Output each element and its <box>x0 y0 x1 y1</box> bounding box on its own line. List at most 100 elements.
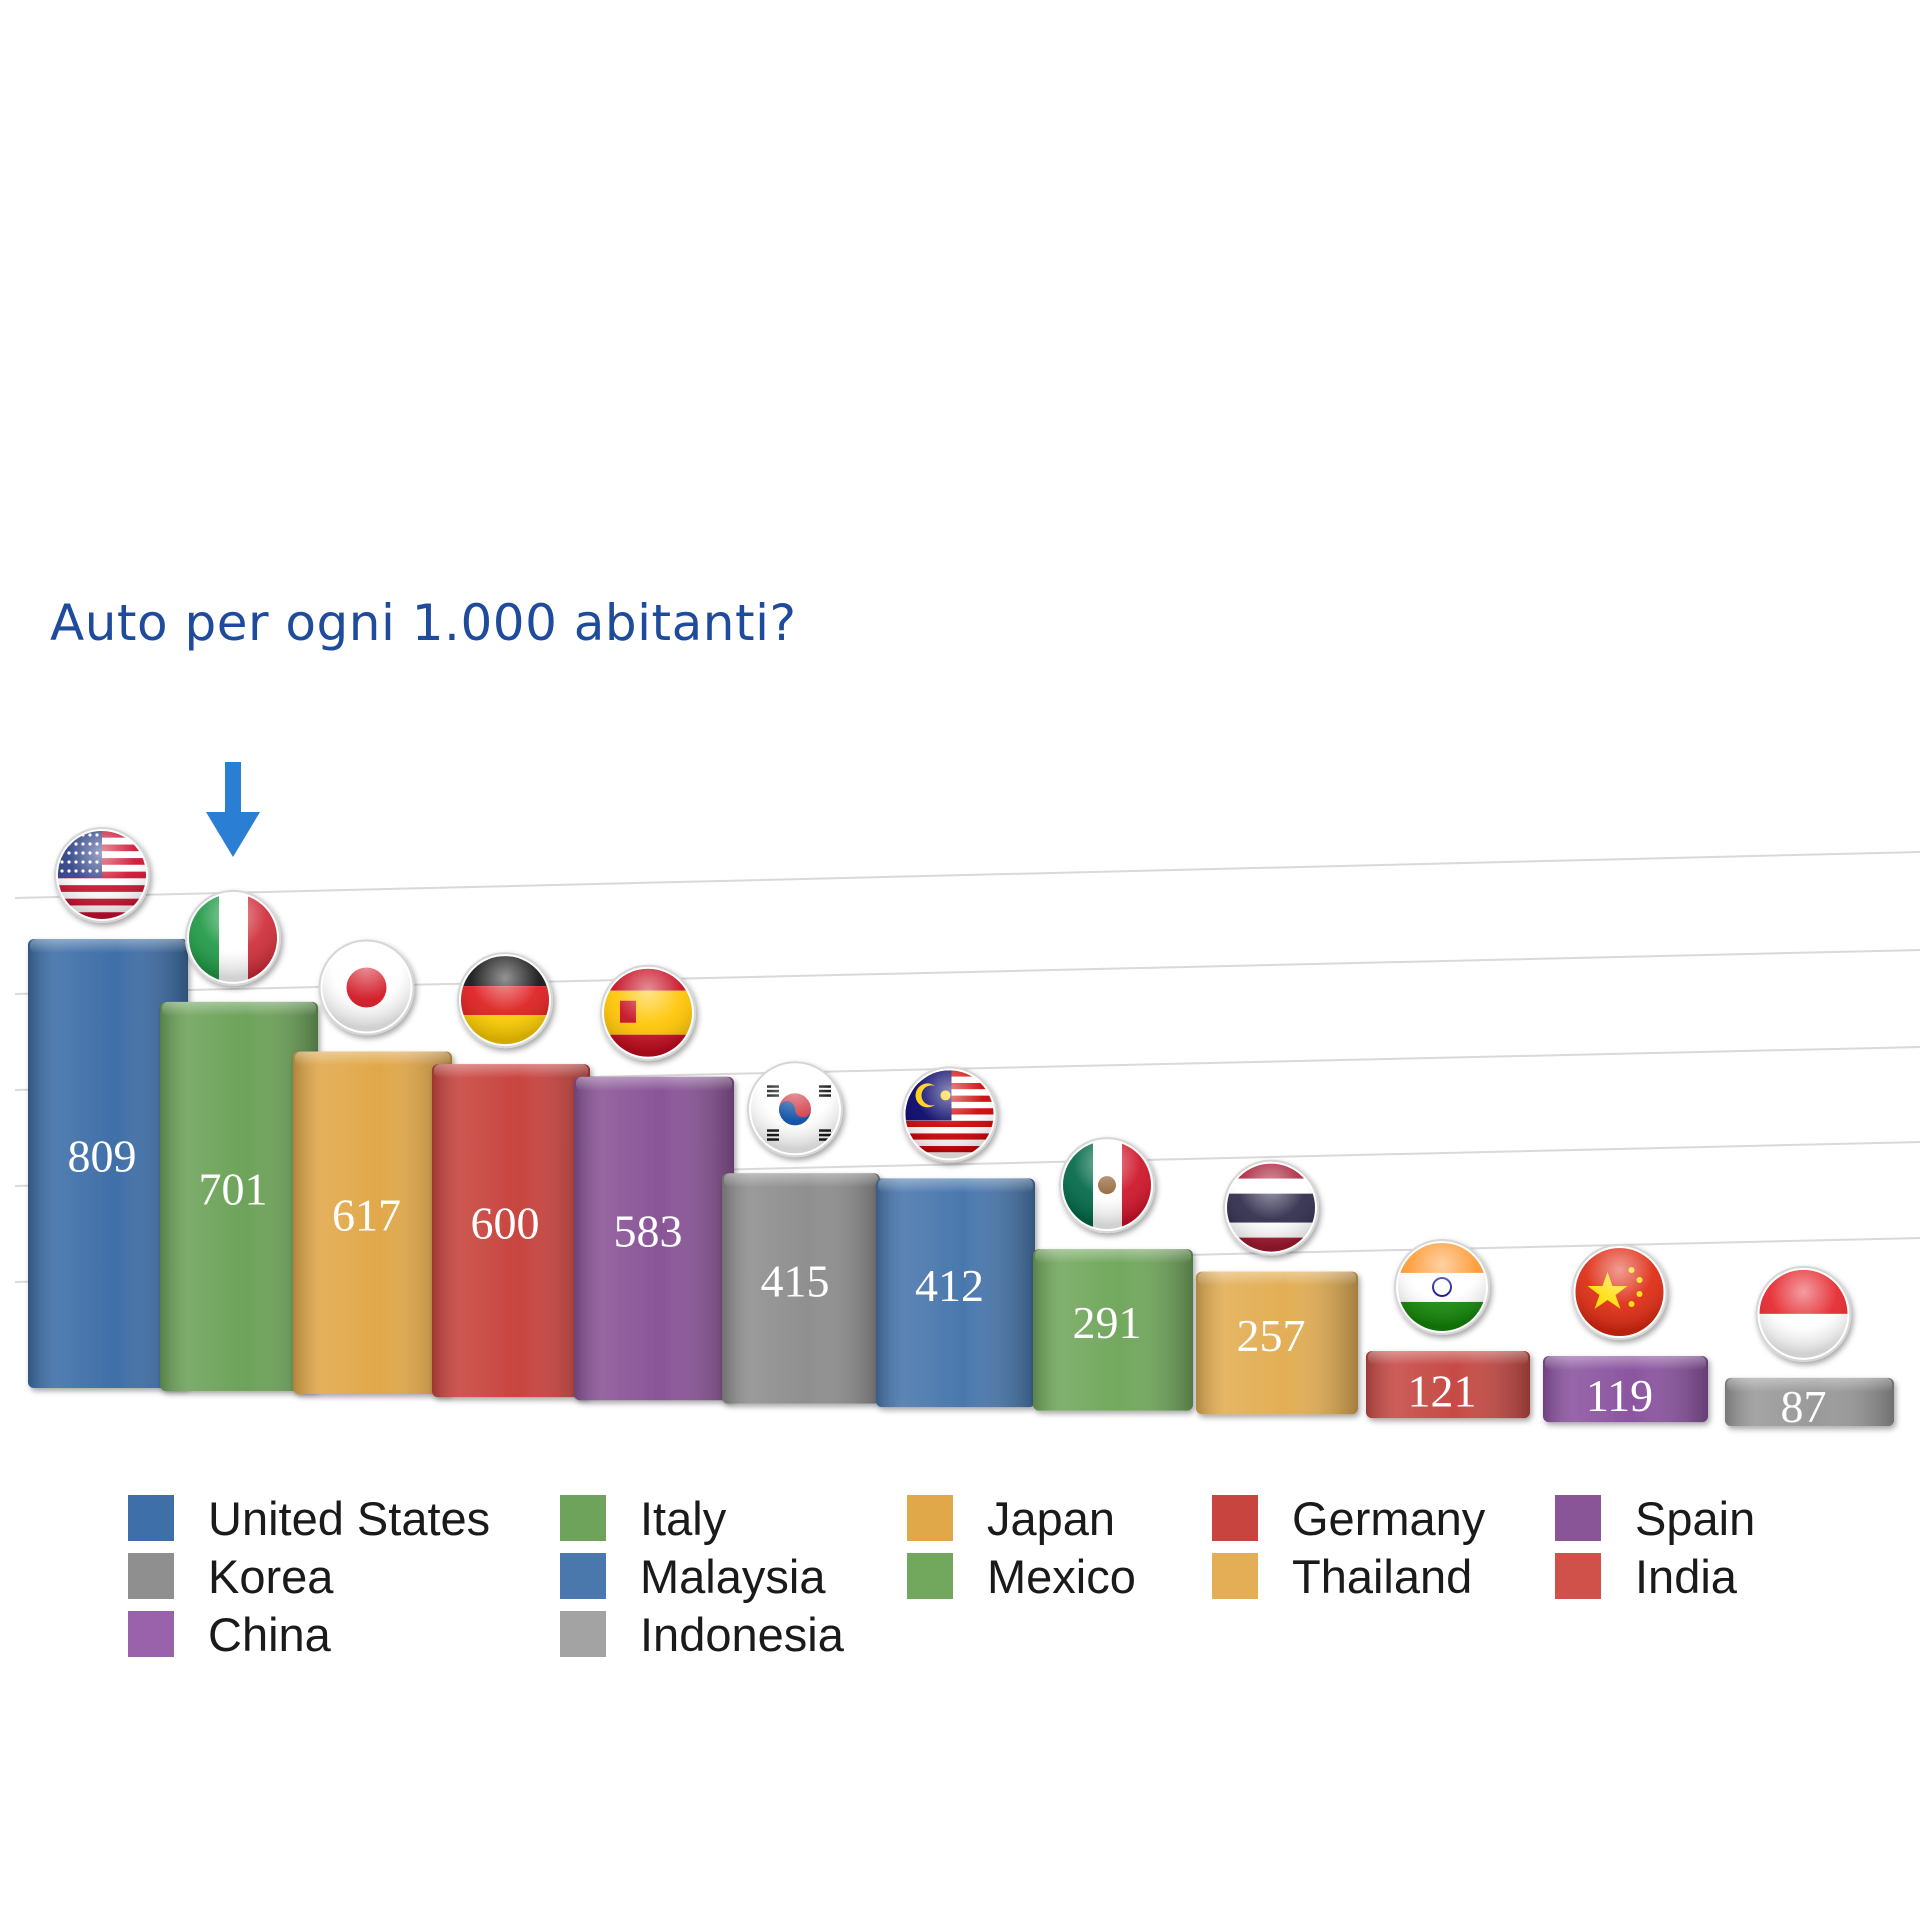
bar-value-label: 412 <box>915 1260 984 1311</box>
legend: United States Italy Japan Germany Spain Korea… <box>128 1492 1828 1692</box>
bar-japan <box>293 1051 452 1394</box>
legend-swatch <box>907 1553 953 1599</box>
mexico-flag-icon <box>1059 1137 1155 1234</box>
bar-united-states <box>28 939 188 1388</box>
bar-thailand <box>1196 1271 1358 1415</box>
bar-india <box>1366 1350 1530 1419</box>
legend-item: Germany <box>1212 1491 1486 1545</box>
legend-swatch <box>128 1495 174 1541</box>
bar-top-face <box>724 1173 878 1188</box>
legend-swatch <box>560 1553 606 1599</box>
bar-top-face <box>1727 1377 1892 1392</box>
legend-swatch <box>128 1611 174 1657</box>
bar-value-label: 809 <box>68 1131 137 1182</box>
bar-mexico <box>1033 1249 1193 1411</box>
legend-swatch <box>907 1495 953 1541</box>
bar-top-face <box>162 1001 316 1016</box>
gridline <box>14 949 1920 995</box>
legend-label: Italy <box>640 1491 727 1545</box>
bar-shading <box>432 1064 590 1398</box>
germany-flag-icon <box>457 952 553 1049</box>
legend-swatch <box>1555 1553 1601 1599</box>
legend-label: United States <box>208 1491 491 1545</box>
legend-item: Italy <box>560 1491 727 1545</box>
legend-item: Thailand <box>1212 1549 1473 1603</box>
legend-swatch <box>1212 1553 1258 1599</box>
bar-italy <box>160 1001 318 1391</box>
bar-shading <box>160 1001 318 1391</box>
legend-label: Korea <box>208 1549 334 1603</box>
legend-item: China <box>128 1607 331 1661</box>
legend-swatch <box>560 1495 606 1541</box>
gridline <box>14 851 1920 899</box>
bar-top-face <box>878 1178 1033 1193</box>
bar-top-face <box>1035 1249 1191 1264</box>
legend-swatch <box>1212 1495 1258 1541</box>
bar-value-label: 119 <box>1586 1370 1653 1421</box>
bar-china <box>1543 1356 1708 1423</box>
korea-flag-icon <box>747 1061 843 1158</box>
legend-label: Germany <box>1292 1491 1486 1545</box>
india-flag-icon <box>1394 1238 1490 1335</box>
legend-label: China <box>208 1607 331 1661</box>
bar-shading <box>1543 1356 1708 1423</box>
spain-flag-icon <box>600 964 696 1061</box>
italy-flag-icon <box>185 889 281 986</box>
chart-title: Auto per ogni 1.000 abitanti? <box>50 594 797 652</box>
legend-label: Malaysia <box>640 1549 826 1603</box>
bar-value-label: 600 <box>471 1198 540 1249</box>
legend-item: India <box>1555 1549 1737 1603</box>
legend-item: Mexico <box>907 1549 1136 1603</box>
bar-germany <box>432 1064 590 1398</box>
bar-top-face <box>434 1064 588 1079</box>
bar-value-label: 87 <box>1781 1381 1827 1432</box>
indonesia-flag-icon <box>1755 1265 1852 1362</box>
bar-value-label: 121 <box>1408 1366 1477 1417</box>
legend-item: United States <box>128 1491 491 1545</box>
legend-label: Spain <box>1635 1491 1756 1545</box>
legend-label: Mexico <box>987 1549 1136 1603</box>
bar-shading <box>876 1178 1035 1408</box>
legend-swatch <box>560 1611 606 1657</box>
legend-item: Malaysia <box>560 1549 826 1603</box>
legend-label: Thailand <box>1292 1549 1473 1603</box>
bar-shading <box>1033 1249 1193 1411</box>
bar-value-label: 701 <box>199 1163 268 1214</box>
bar-shading <box>574 1076 734 1401</box>
bar-top-face <box>1368 1350 1528 1365</box>
bar-shading <box>1196 1271 1358 1415</box>
china-flag-icon <box>1571 1244 1668 1341</box>
legend-swatch <box>1555 1495 1601 1541</box>
bar-korea <box>722 1173 880 1404</box>
bar-value-label: 583 <box>614 1206 683 1257</box>
us-flag-icon <box>54 827 150 924</box>
bar-value-label: 617 <box>332 1190 401 1241</box>
arrow-down-icon <box>206 762 260 857</box>
bar-shading <box>722 1173 880 1404</box>
legend-label: Japan <box>987 1491 1116 1545</box>
thailand-flag-icon <box>1223 1159 1319 1256</box>
legend-item: Spain <box>1555 1491 1756 1545</box>
bar-indonesia <box>1725 1377 1894 1427</box>
bar-value-label: 291 <box>1073 1297 1142 1348</box>
bar-top-face <box>30 939 186 954</box>
legend-item: Japan <box>907 1491 1116 1545</box>
malaysia-flag-icon <box>901 1066 998 1163</box>
bar-shading <box>28 939 188 1388</box>
highlight-arrow-icon <box>206 762 260 857</box>
bar-value-label: 257 <box>1237 1310 1306 1361</box>
bars: 809 701 617 600 583 415 412 291 257 121 119 87 <box>28 939 1894 1432</box>
japan-flag-icon <box>318 939 415 1036</box>
legend-item: Korea <box>128 1549 334 1603</box>
bar-malaysia <box>876 1178 1035 1408</box>
bar-spain <box>574 1076 734 1401</box>
bar-top-face <box>576 1076 732 1091</box>
bar-value-label: 415 <box>761 1255 830 1306</box>
legend-label: India <box>1635 1549 1737 1603</box>
bar-top-face <box>1545 1356 1706 1371</box>
bar-top-face <box>295 1051 450 1066</box>
bar-shading <box>1366 1350 1530 1419</box>
legend-item: Indonesia <box>560 1608 844 1661</box>
legend-swatch <box>128 1553 174 1599</box>
